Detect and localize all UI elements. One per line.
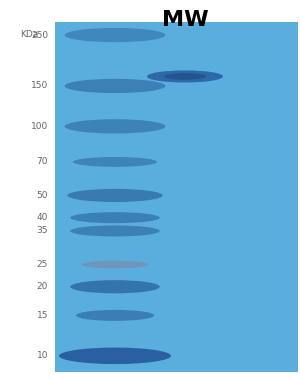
Ellipse shape: [147, 70, 223, 83]
Text: 40: 40: [37, 213, 48, 222]
Ellipse shape: [73, 157, 157, 167]
FancyBboxPatch shape: [55, 22, 298, 372]
Text: 10: 10: [37, 351, 48, 360]
Text: KDa: KDa: [20, 30, 38, 39]
Text: 15: 15: [37, 311, 48, 320]
Text: 100: 100: [31, 122, 48, 131]
Ellipse shape: [70, 212, 160, 223]
Ellipse shape: [68, 189, 163, 202]
Text: 25: 25: [37, 260, 48, 269]
Ellipse shape: [64, 79, 165, 93]
Text: 50: 50: [37, 191, 48, 200]
Text: 250: 250: [31, 31, 48, 39]
Ellipse shape: [81, 261, 148, 268]
Ellipse shape: [59, 348, 171, 364]
Text: 20: 20: [37, 282, 48, 291]
Text: 35: 35: [37, 227, 48, 235]
Ellipse shape: [64, 119, 165, 133]
Text: 150: 150: [31, 81, 48, 91]
Ellipse shape: [70, 280, 160, 293]
Ellipse shape: [64, 28, 165, 42]
Ellipse shape: [70, 226, 160, 236]
Text: MW: MW: [162, 10, 208, 30]
Ellipse shape: [76, 310, 154, 321]
Ellipse shape: [164, 73, 206, 80]
Text: 70: 70: [37, 157, 48, 166]
